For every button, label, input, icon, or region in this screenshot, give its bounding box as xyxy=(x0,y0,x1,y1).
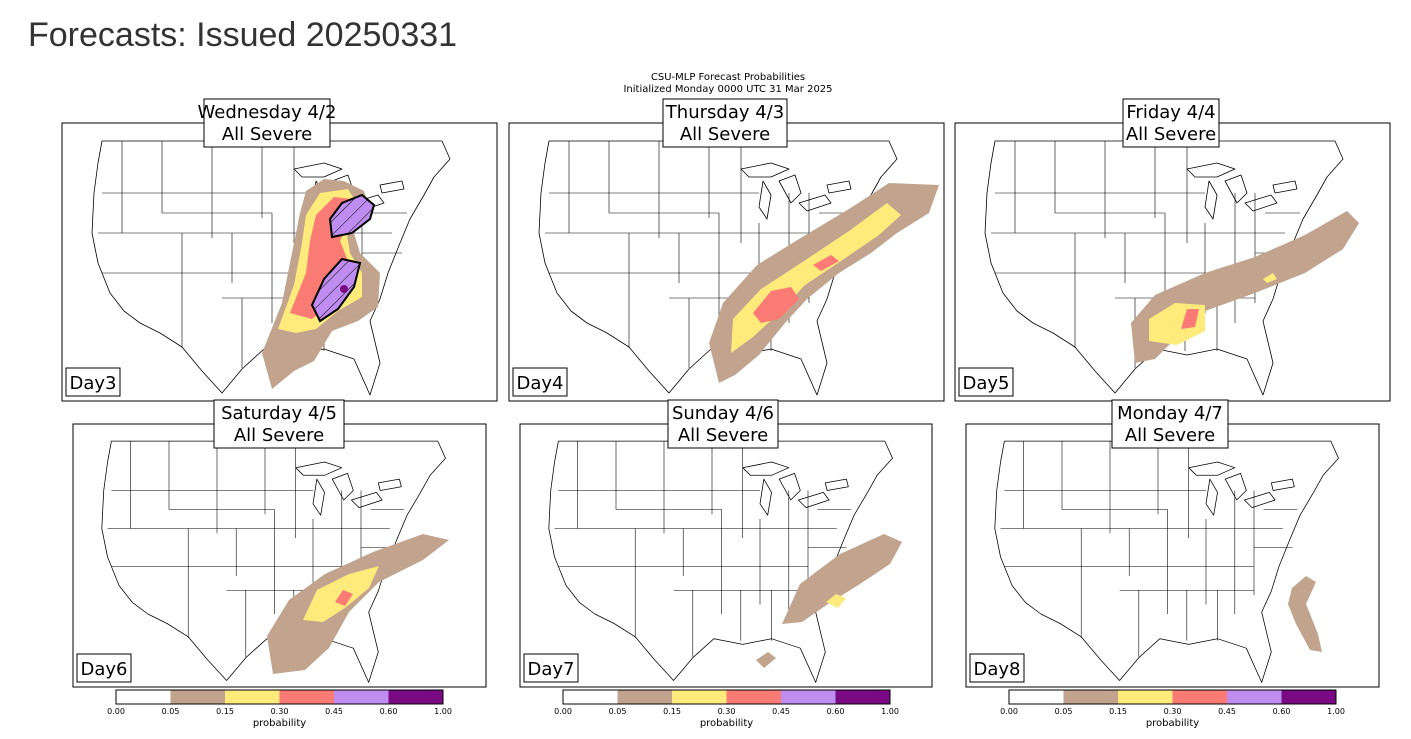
colorbar-segment xyxy=(781,690,836,704)
colorbar-frame xyxy=(562,689,891,705)
colorbar-tick-label: 1.00 xyxy=(1327,707,1345,716)
colorbar-tick-label: 0.30 xyxy=(271,707,289,716)
panel-day5: Friday 4/4 All Severe Day5 xyxy=(954,98,1391,402)
colorbar-3: 0.00 0.05 0.15 0.30 0.45 0.60 1.00 probability xyxy=(1000,689,1345,729)
colorbars: 0.00 0.05 0.15 0.30 0.45 0.60 1.00probability0… xyxy=(107,689,1345,729)
colorbar-segment xyxy=(835,690,890,704)
colorbar-tick-label: 0.15 xyxy=(1109,707,1127,716)
colorbar-tick-label: 0.15 xyxy=(216,707,234,716)
colorbar-segment xyxy=(1227,690,1282,704)
panel-day-label: Saturday 4/5 xyxy=(221,403,337,424)
colorbar-label: probability xyxy=(700,718,753,729)
colorbar-tick-label: 0.05 xyxy=(609,707,627,716)
panel-day-label: Sunday 4/6 xyxy=(672,403,774,424)
colorbar-segment xyxy=(334,690,389,704)
colorbar-segment xyxy=(1281,690,1336,704)
panel-title-box: Saturday 4/5 All Severe xyxy=(213,399,345,449)
colorbar-segment xyxy=(279,690,334,704)
colorbar-frame xyxy=(1008,689,1337,705)
colorbar-tick-label: 1.00 xyxy=(881,707,899,716)
colorbar-frame xyxy=(115,689,444,705)
colorbar-tick-label: 0.60 xyxy=(1273,707,1291,716)
colorbar-segment xyxy=(672,690,727,704)
colorbar-segment xyxy=(1063,690,1118,704)
colorbar-tick-label: 0.05 xyxy=(162,707,180,716)
colorbar-label: probability xyxy=(253,718,306,729)
panel-title-box: Thursday 4/3 All Severe xyxy=(662,98,788,148)
panel-day-tag: Day4 xyxy=(517,373,564,394)
colorbar-tick-label: 0.60 xyxy=(380,707,398,716)
colorbar-tick-label: 0.05 xyxy=(1055,707,1073,716)
colorbar-segment xyxy=(170,690,225,704)
colorbar-segment xyxy=(225,690,280,704)
colorbar-tick-label: 0.00 xyxy=(1000,707,1018,716)
panel-title-box: Wednesday 4/2 All Severe xyxy=(198,98,337,148)
colorbar-segment xyxy=(1009,690,1064,704)
figure-title: CSU-MLP Forecast Probabilities xyxy=(650,72,806,83)
panel-hazard-label: All Severe xyxy=(1125,425,1215,446)
panel-day-tag: Day8 xyxy=(974,659,1021,680)
colorbar-tick-label: 0.00 xyxy=(554,707,572,716)
colorbar-segment xyxy=(1118,690,1173,704)
colorbar-segment xyxy=(563,690,618,704)
panel-day6: Saturday 4/5 All Severe Day6 xyxy=(72,399,487,688)
colorbar-tick-label: 0.45 xyxy=(1218,707,1236,716)
panel-hazard-label: All Severe xyxy=(234,425,324,446)
colorbar-tick-label: 0.60 xyxy=(827,707,845,716)
panel-hazard-label: All Severe xyxy=(1126,124,1216,145)
panel-day-label: Thursday 4/3 xyxy=(665,102,784,123)
colorbar-segment xyxy=(726,690,781,704)
colorbar-segment xyxy=(1172,690,1227,704)
figure-subtitle: Initialized Monday 0000 UTC 31 Mar 2025 xyxy=(623,84,833,95)
panel-day-tag: Day6 xyxy=(81,659,128,680)
panel-day-tag: Day3 xyxy=(70,373,117,394)
panel-title-box: Friday 4/4 All Severe xyxy=(1122,98,1220,148)
panel-day-tag: Day7 xyxy=(528,659,575,680)
colorbar-tick-label: 0.30 xyxy=(718,707,736,716)
panel-day-label: Monday 4/7 xyxy=(1117,403,1223,424)
colorbar-segment xyxy=(116,690,171,704)
colorbar-tick-label: 0.00 xyxy=(107,707,125,716)
colorbar-tick-label: 0.45 xyxy=(325,707,343,716)
colorbar-tick-label: 0.15 xyxy=(663,707,681,716)
colorbar-2: 0.00 0.05 0.15 0.30 0.45 0.60 1.00 probability xyxy=(554,689,899,729)
colorbar-tick-label: 0.45 xyxy=(772,707,790,716)
figure-header: CSU-MLP Forecast Probabilities Initializ… xyxy=(0,72,1411,98)
panel-hazard-label: All Severe xyxy=(222,124,312,145)
colorbar-tick-label: 1.00 xyxy=(434,707,452,716)
colorbar-1: 0.00 0.05 0.15 0.30 0.45 0.60 1.00 probability xyxy=(107,689,452,729)
colorbar-segment xyxy=(388,690,443,704)
panel-day-label: Wednesday 4/2 xyxy=(198,102,337,123)
colorbar-segment xyxy=(617,690,672,704)
panel-hazard-label: All Severe xyxy=(680,124,770,145)
panel-title-box: Sunday 4/6 All Severe xyxy=(667,399,779,449)
panel-day-tag: Day5 xyxy=(963,373,1010,394)
panel-day3: Wednesday 4/2 All Severe Day3 xyxy=(61,98,498,402)
colorbar-tick-label: 0.30 xyxy=(1164,707,1182,716)
panel-day4: Thursday 4/3 All Severe Day4 xyxy=(508,98,945,402)
colorbar-label: probability xyxy=(1146,718,1199,729)
page-title: Forecasts: Issued 20250331 xyxy=(28,16,458,54)
panel-day7: Sunday 4/6 All Severe Day7 xyxy=(519,399,933,688)
panel-day8: Monday 4/7 All Severe Day8 xyxy=(965,399,1380,688)
panel-title-box: Monday 4/7 All Severe xyxy=(1111,399,1229,449)
panel-hazard-label: All Severe xyxy=(678,425,768,446)
panel-day-label: Friday 4/4 xyxy=(1126,102,1215,123)
